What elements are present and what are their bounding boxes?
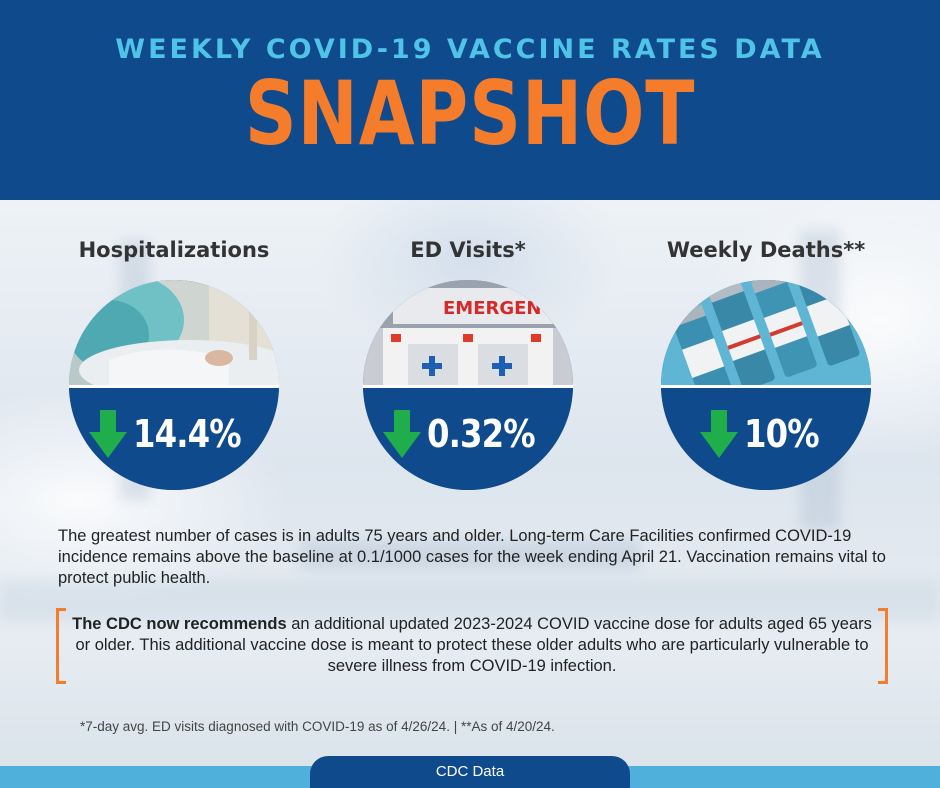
bracket-left bbox=[56, 608, 66, 684]
stat-ed-visits: ED Visits* EMERGENC bbox=[358, 238, 578, 490]
stat-circle: 10% bbox=[661, 280, 871, 490]
callout-text: The CDC now recommends an additional upd… bbox=[72, 614, 872, 677]
bracket-right bbox=[878, 608, 888, 684]
header-title: SNAPSHOT bbox=[244, 62, 696, 165]
down-arrow-icon bbox=[88, 410, 127, 458]
stat-value-panel: 0.32% bbox=[363, 385, 573, 490]
summary-paragraph: The greatest number of cases is in adult… bbox=[58, 527, 886, 587]
callout-bold-lead: The CDC now recommends bbox=[72, 615, 287, 633]
stat-value-panel: 10% bbox=[661, 385, 871, 490]
cdc-recommendation-callout: The CDC now recommends an additional upd… bbox=[56, 608, 888, 684]
stat-label: Hospitalizations bbox=[78, 238, 270, 262]
stat-value-panel: 14.4% bbox=[69, 385, 279, 490]
stat-circle: 14.4% bbox=[69, 280, 279, 490]
footer-tab: CDC Data bbox=[310, 756, 630, 788]
down-arrow-icon bbox=[382, 410, 421, 458]
header-banner: WEEKLY COVID-19 VACCINE RATES DATA SNAPS… bbox=[0, 0, 940, 200]
stat-label: ED Visits* bbox=[410, 238, 526, 262]
ambulance-emergency-photo: EMERGENC bbox=[363, 280, 573, 385]
vaccine-vials-photo bbox=[661, 280, 871, 385]
down-arrow-icon bbox=[700, 410, 739, 458]
header-subtitle: WEEKLY COVID-19 VACCINE RATES DATA bbox=[115, 34, 825, 65]
callout-body: an additional updated 2023-2024 COVID va… bbox=[75, 615, 872, 675]
stat-value: 14.4% bbox=[132, 412, 242, 456]
stat-value: 0.32% bbox=[426, 412, 536, 456]
hospital-patient-photo bbox=[69, 280, 279, 385]
stat-value: 10% bbox=[744, 412, 820, 456]
stat-hospitalizations: Hospitalizations 14.4% bbox=[64, 238, 284, 490]
emergency-sign-text: EMERGENC bbox=[443, 298, 555, 319]
footnote: *7-day avg. ED visits diagnosed with COV… bbox=[80, 719, 555, 734]
stat-weekly-deaths: Weekly Deaths** bbox=[656, 238, 876, 490]
stat-label: Weekly Deaths** bbox=[666, 238, 866, 262]
footer-tab-label: CDC Data bbox=[435, 763, 505, 780]
stat-circle: EMERGENC 0.3 bbox=[363, 280, 573, 490]
